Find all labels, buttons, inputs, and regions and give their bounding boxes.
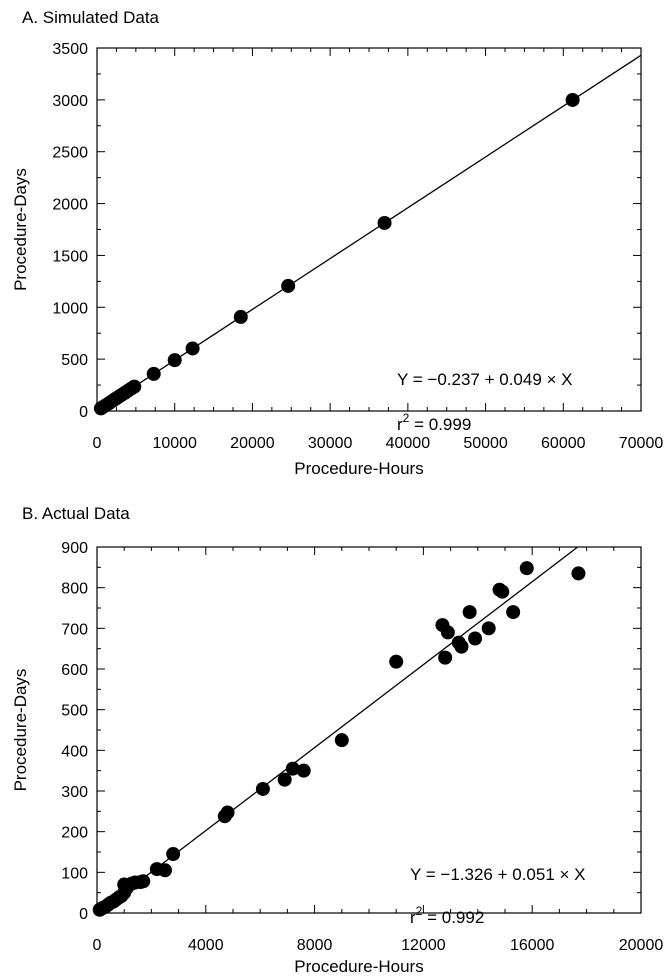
chart-b-y-axis-label: Procedure-Days xyxy=(11,669,30,792)
chart-a-r-squared-superscript: 2 xyxy=(403,411,410,425)
chart-a-y-tick-label: 1000 xyxy=(52,300,88,317)
chart-b-data-point xyxy=(220,805,235,820)
chart-b-y-tick-label: 600 xyxy=(61,662,88,679)
chart-b-data-point xyxy=(481,621,496,636)
chart-b-data-point xyxy=(519,561,534,576)
chart-b-data-point xyxy=(277,772,292,787)
chart-a-y-axis-label: Procedure-Days xyxy=(11,168,30,291)
chart-b-y-tick-label: 900 xyxy=(61,540,88,557)
chart-a-equation: Y = −0.237 + 0.049 × X xyxy=(397,370,573,389)
chart-b-data-point xyxy=(438,650,453,665)
chart-a-data-point xyxy=(127,379,142,394)
chart-a-x-axis-label: Procedure-Hours xyxy=(294,459,423,478)
chart-b-equation: Y = −1.326 + 0.051 × X xyxy=(410,865,586,884)
chart-b-x-tick-label: 4000 xyxy=(188,937,224,954)
chart-a-data-point xyxy=(146,366,161,381)
chart-a-x-tick-label: 40000 xyxy=(386,435,431,452)
chart-b-data-point xyxy=(571,566,586,581)
chart-b-r-squared: r2 = 0.992 xyxy=(410,904,484,927)
chart-b-y-tick-label: 800 xyxy=(61,581,88,598)
chart-a-y-tick-label: 2500 xyxy=(52,145,88,162)
chart-b-data-point xyxy=(468,631,483,646)
chart-b-data-point xyxy=(158,863,172,878)
chart-a-x-tick-label: 50000 xyxy=(463,435,508,452)
chart-b-y-tick-label: 300 xyxy=(61,784,88,801)
chart-b-y-tick-label: 200 xyxy=(61,825,88,842)
chart-b-x-tick-label: 0 xyxy=(93,937,102,954)
chart-b-data-point xyxy=(440,625,455,640)
chart-b-data-point xyxy=(462,605,477,620)
chart-a-y-tick-label: 3500 xyxy=(52,41,88,58)
chart-b-x-tick-label: 12000 xyxy=(401,937,446,954)
chart-a-data-point xyxy=(185,341,200,356)
chart-b-x-tick-label: 20000 xyxy=(619,937,664,954)
chart-b-y-tick-label: 100 xyxy=(61,865,88,882)
chart-a-title: A. Simulated Data xyxy=(22,8,160,27)
chart-b-y-tick-label: 700 xyxy=(61,621,88,638)
chart-a-x-tick-label: 60000 xyxy=(541,435,586,452)
chart-b-data-point xyxy=(166,847,181,862)
chart-a-data-point xyxy=(281,278,296,293)
chart-b-y-tick-label: 500 xyxy=(61,703,88,720)
chart-b-y-tick-label: 0 xyxy=(79,906,88,923)
chart-a-x-tick-label: 0 xyxy=(93,435,102,452)
chart-b-data-point xyxy=(495,584,510,599)
chart-a-data-point xyxy=(167,353,182,368)
chart-a-x-tick-label: 20000 xyxy=(230,435,275,452)
chart-b-data-point xyxy=(389,654,404,669)
chart-b-x-tick-label: 16000 xyxy=(510,937,555,954)
chart-a-data-point xyxy=(377,215,392,230)
chart-a-r-squared-prefix: r xyxy=(397,415,403,434)
chart-a-x-tick-label: 30000 xyxy=(308,435,353,452)
chart-b-r-squared-superscript: 2 xyxy=(416,904,423,918)
chart-b-data-point xyxy=(454,639,469,654)
chart-b-data-point xyxy=(285,761,300,776)
chart-a-x-tick-label: 10000 xyxy=(152,435,197,452)
chart-b-data-point xyxy=(334,733,349,748)
chart-b-data-point xyxy=(136,874,151,889)
chart-a-y-tick-label: 3000 xyxy=(52,93,88,110)
chart-b-x-axis-label: Procedure-Hours xyxy=(294,957,423,976)
chart-a-data-point xyxy=(233,309,248,324)
chart-b-title: B. Actual Data xyxy=(22,504,130,523)
chart-a-x-tick-label: 70000 xyxy=(619,435,664,452)
chart-b-data-point xyxy=(255,781,270,796)
chart-a-data-point xyxy=(565,92,580,107)
chart-a-y-tick-label: 1500 xyxy=(52,248,88,265)
chart-b-r-squared-prefix: r xyxy=(410,908,416,927)
chart-a-r-squared-value: = 0.999 xyxy=(409,415,471,434)
chart-b-y-tick-label: 400 xyxy=(61,743,88,760)
chart-a-r-squared: r2 = 0.999 xyxy=(397,411,471,434)
chart-b-r-squared-value: = 0.992 xyxy=(422,908,484,927)
chart-actual-data: B. Actual Data 0 4000 8000 12000 16000 20000 0 1… xyxy=(11,504,664,976)
chart-b-x-tick-label: 8000 xyxy=(297,937,333,954)
chart-b-data-point xyxy=(506,605,521,620)
chart-a-y-tick-label: 0 xyxy=(79,404,88,421)
chart-b-data-point xyxy=(296,763,311,778)
chart-a-y-tick-label: 2000 xyxy=(52,197,88,214)
chart-a-y-tick-label: 500 xyxy=(61,352,88,369)
chart-b-fit-line xyxy=(97,547,579,913)
